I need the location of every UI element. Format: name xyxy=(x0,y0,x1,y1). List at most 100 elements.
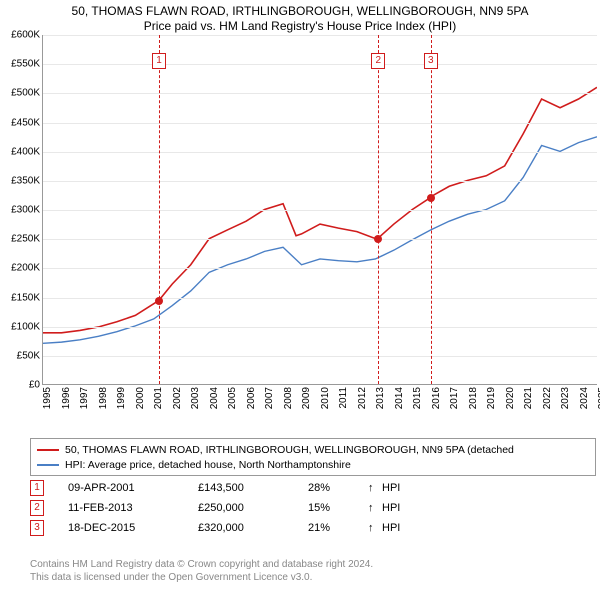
event-vs-label: HPI xyxy=(382,522,400,534)
gridline-h xyxy=(43,64,597,65)
chart-container: 50, THOMAS FLAWN ROAD, IRTHLINGBOROUGH, … xyxy=(0,0,600,590)
x-tick-label: 2005 xyxy=(227,387,238,409)
y-axis-labels: £0£50K£100K£150K£200K£250K£300K£350K£400… xyxy=(0,35,42,385)
legend-label: HPI: Average price, detached house, Nort… xyxy=(65,459,351,471)
event-pct: 15% xyxy=(308,502,368,514)
x-tick-label: 2019 xyxy=(486,387,497,409)
x-tick-label: 2016 xyxy=(431,387,442,409)
y-tick-label: £200K xyxy=(11,263,40,274)
plot-area: 1 2 3 xyxy=(42,35,597,385)
x-tick-label: 2014 xyxy=(394,387,405,409)
event-pct: 21% xyxy=(308,522,368,534)
x-tick-label: 1997 xyxy=(79,387,90,409)
event-point xyxy=(155,297,163,305)
event-number-box: 2 xyxy=(30,500,44,516)
footer-line-1: Contains HM Land Registry data © Crown c… xyxy=(30,559,373,572)
event-row: 1 09-APR-2001£143,50028%↑HPI xyxy=(30,478,590,498)
event-row: 2 11-FEB-2013£250,00015%↑HPI xyxy=(30,498,590,518)
event-vline xyxy=(378,35,379,384)
gridline-h xyxy=(43,181,597,182)
event-vline xyxy=(431,35,432,384)
y-tick-label: £150K xyxy=(11,292,40,303)
gridline-h xyxy=(43,123,597,124)
events-table: 109-APR-2001£143,50028%↑HPI211-FEB-2013£… xyxy=(30,478,590,538)
x-tick-label: 2018 xyxy=(468,387,479,409)
event-vs-label: HPI xyxy=(382,482,400,494)
event-marker-box: 1 xyxy=(152,53,166,69)
arrow-up-icon: ↑ xyxy=(368,502,382,514)
y-tick-label: £50K xyxy=(17,350,40,361)
legend-row: HPI: Average price, detached house, Nort… xyxy=(37,457,589,472)
x-tick-label: 2021 xyxy=(523,387,534,409)
gridline-h xyxy=(43,210,597,211)
y-tick-label: £600K xyxy=(11,30,40,41)
x-tick-label: 2012 xyxy=(357,387,368,409)
event-row: 3 18-DEC-2015£320,00021%↑HPI xyxy=(30,518,590,538)
x-tick-label: 2003 xyxy=(190,387,201,409)
x-tick-label: 2001 xyxy=(153,387,164,409)
event-point xyxy=(374,235,382,243)
legend-row: 50, THOMAS FLAWN ROAD, IRTHLINGBOROUGH, … xyxy=(37,442,589,457)
legend-label: 50, THOMAS FLAWN ROAD, IRTHLINGBOROUGH, … xyxy=(65,444,514,456)
event-number-box: 3 xyxy=(30,520,44,536)
legend-swatch xyxy=(37,449,59,451)
y-tick-label: £250K xyxy=(11,234,40,245)
x-axis-labels: 1995199619971998199920002001200220032004… xyxy=(42,387,597,435)
x-tick-label: 1998 xyxy=(98,387,109,409)
y-tick-label: £550K xyxy=(11,59,40,70)
y-tick-label: £350K xyxy=(11,175,40,186)
x-tick-label: 2015 xyxy=(412,387,423,409)
y-tick-label: £100K xyxy=(11,321,40,332)
x-tick-label: 2013 xyxy=(375,387,386,409)
arrow-up-icon: ↑ xyxy=(368,482,382,494)
x-tick-label: 2010 xyxy=(320,387,331,409)
x-tick-label: 2020 xyxy=(505,387,516,409)
x-tick-label: 1996 xyxy=(61,387,72,409)
x-tick-label: 1999 xyxy=(116,387,127,409)
y-tick-label: £0 xyxy=(29,380,40,391)
y-tick-label: £450K xyxy=(11,117,40,128)
x-tick-label: 2017 xyxy=(449,387,460,409)
arrow-up-icon: ↑ xyxy=(368,522,382,534)
footer-line-2: This data is licensed under the Open Gov… xyxy=(30,572,373,585)
event-date: 18-DEC-2015 xyxy=(68,522,198,534)
gridline-h xyxy=(43,35,597,36)
gridline-h xyxy=(43,356,597,357)
y-tick-label: £300K xyxy=(11,205,40,216)
x-tick-label: 2008 xyxy=(283,387,294,409)
gridline-h xyxy=(43,93,597,94)
x-tick-label: 2009 xyxy=(301,387,312,409)
event-date: 09-APR-2001 xyxy=(68,482,198,494)
chart-area: £0£50K£100K£150K£200K£250K£300K£350K£400… xyxy=(0,35,600,435)
footer-attribution: Contains HM Land Registry data © Crown c… xyxy=(30,559,373,584)
title-subtitle: Price paid vs. HM Land Registry's House … xyxy=(10,19,590,33)
x-tick-label: 2011 xyxy=(338,387,349,409)
event-marker-box: 3 xyxy=(424,53,438,69)
x-tick-label: 2007 xyxy=(264,387,275,409)
x-tick-label: 2024 xyxy=(579,387,590,409)
event-marker-box: 2 xyxy=(371,53,385,69)
x-tick-label: 2002 xyxy=(172,387,183,409)
event-vline xyxy=(159,35,160,384)
x-tick-label: 2000 xyxy=(135,387,146,409)
title-block: 50, THOMAS FLAWN ROAD, IRTHLINGBOROUGH, … xyxy=(0,0,600,35)
title-address: 50, THOMAS FLAWN ROAD, IRTHLINGBOROUGH, … xyxy=(10,4,590,18)
gridline-h xyxy=(43,152,597,153)
gridline-h xyxy=(43,239,597,240)
x-tick-label: 2004 xyxy=(209,387,220,409)
gridline-h xyxy=(43,268,597,269)
y-tick-label: £500K xyxy=(11,88,40,99)
event-number-box: 1 xyxy=(30,480,44,496)
event-price: £320,000 xyxy=(198,522,308,534)
legend-box: 50, THOMAS FLAWN ROAD, IRTHLINGBOROUGH, … xyxy=(30,438,596,476)
x-tick-label: 2006 xyxy=(246,387,257,409)
event-pct: 28% xyxy=(308,482,368,494)
event-date: 11-FEB-2013 xyxy=(68,502,198,514)
x-tick-label: 2022 xyxy=(542,387,553,409)
event-price: £143,500 xyxy=(198,482,308,494)
legend-swatch xyxy=(37,464,59,466)
event-vs-label: HPI xyxy=(382,502,400,514)
event-point xyxy=(427,194,435,202)
event-price: £250,000 xyxy=(198,502,308,514)
x-tick-label: 2023 xyxy=(560,387,571,409)
